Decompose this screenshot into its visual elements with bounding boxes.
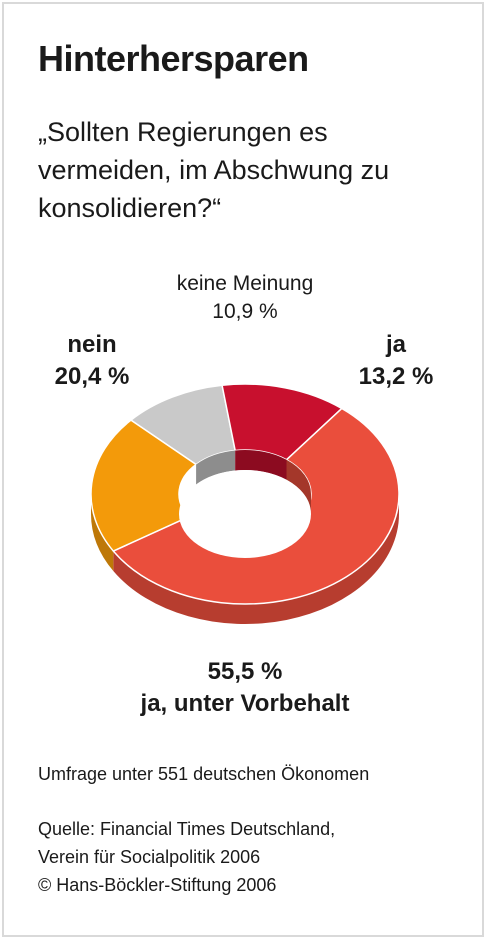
label-ja-name: ja — [385, 331, 406, 358]
slice-inner-ja — [235, 450, 287, 480]
label-nein-value: 20,4 % — [54, 363, 130, 390]
label-ja-unter-vorbehalt-value: 55,5 % — [207, 658, 283, 685]
label-ja-unter-vorbehalt-name: ja, unter Vorbehalt — [140, 690, 350, 717]
slice-side-nein — [91, 494, 114, 572]
label-nein-name: nein — [67, 331, 117, 358]
source-line-1: Quelle: Financial Times Deutschland, — [38, 819, 336, 839]
label-nein: nein 20,4 % — [55, 329, 130, 393]
label-keine-meinung: keine Meinung 10,9 % — [177, 270, 314, 326]
copyright-line: © Hans-Böckler-Stiftung 2006 — [38, 875, 277, 895]
slice-side-ja-unter-vorbehalt — [113, 494, 400, 624]
survey-note: Umfrage unter 551 deutschen Ökonomen — [38, 764, 370, 784]
label-keine-meinung-value: 10,9 % — [212, 300, 278, 323]
slice-inner-ja-unter-vorbehalt — [286, 459, 311, 514]
chart-question: „Sollten Regierungen es vermeiden, im Ab… — [38, 117, 390, 223]
label-keine-meinung-name: keine Meinung — [176, 272, 314, 295]
label-ja-value: 13,2 % — [358, 363, 434, 390]
source-line-2: Verein für Socialpolitik 2006 — [38, 847, 261, 867]
donut-hole — [179, 470, 311, 558]
slice-inner-keine-meinung — [196, 450, 236, 485]
source-note: Quelle: Financial Times Deutschland, Ver… — [38, 815, 335, 899]
chart-title: Hinterhersparen — [38, 38, 309, 79]
label-ja: ja 13,2 % — [359, 329, 434, 393]
label-ja-unter-vorbehalt: 55,5 % ja, unter Vorbehalt — [141, 656, 350, 720]
slice-nein — [90, 419, 197, 552]
